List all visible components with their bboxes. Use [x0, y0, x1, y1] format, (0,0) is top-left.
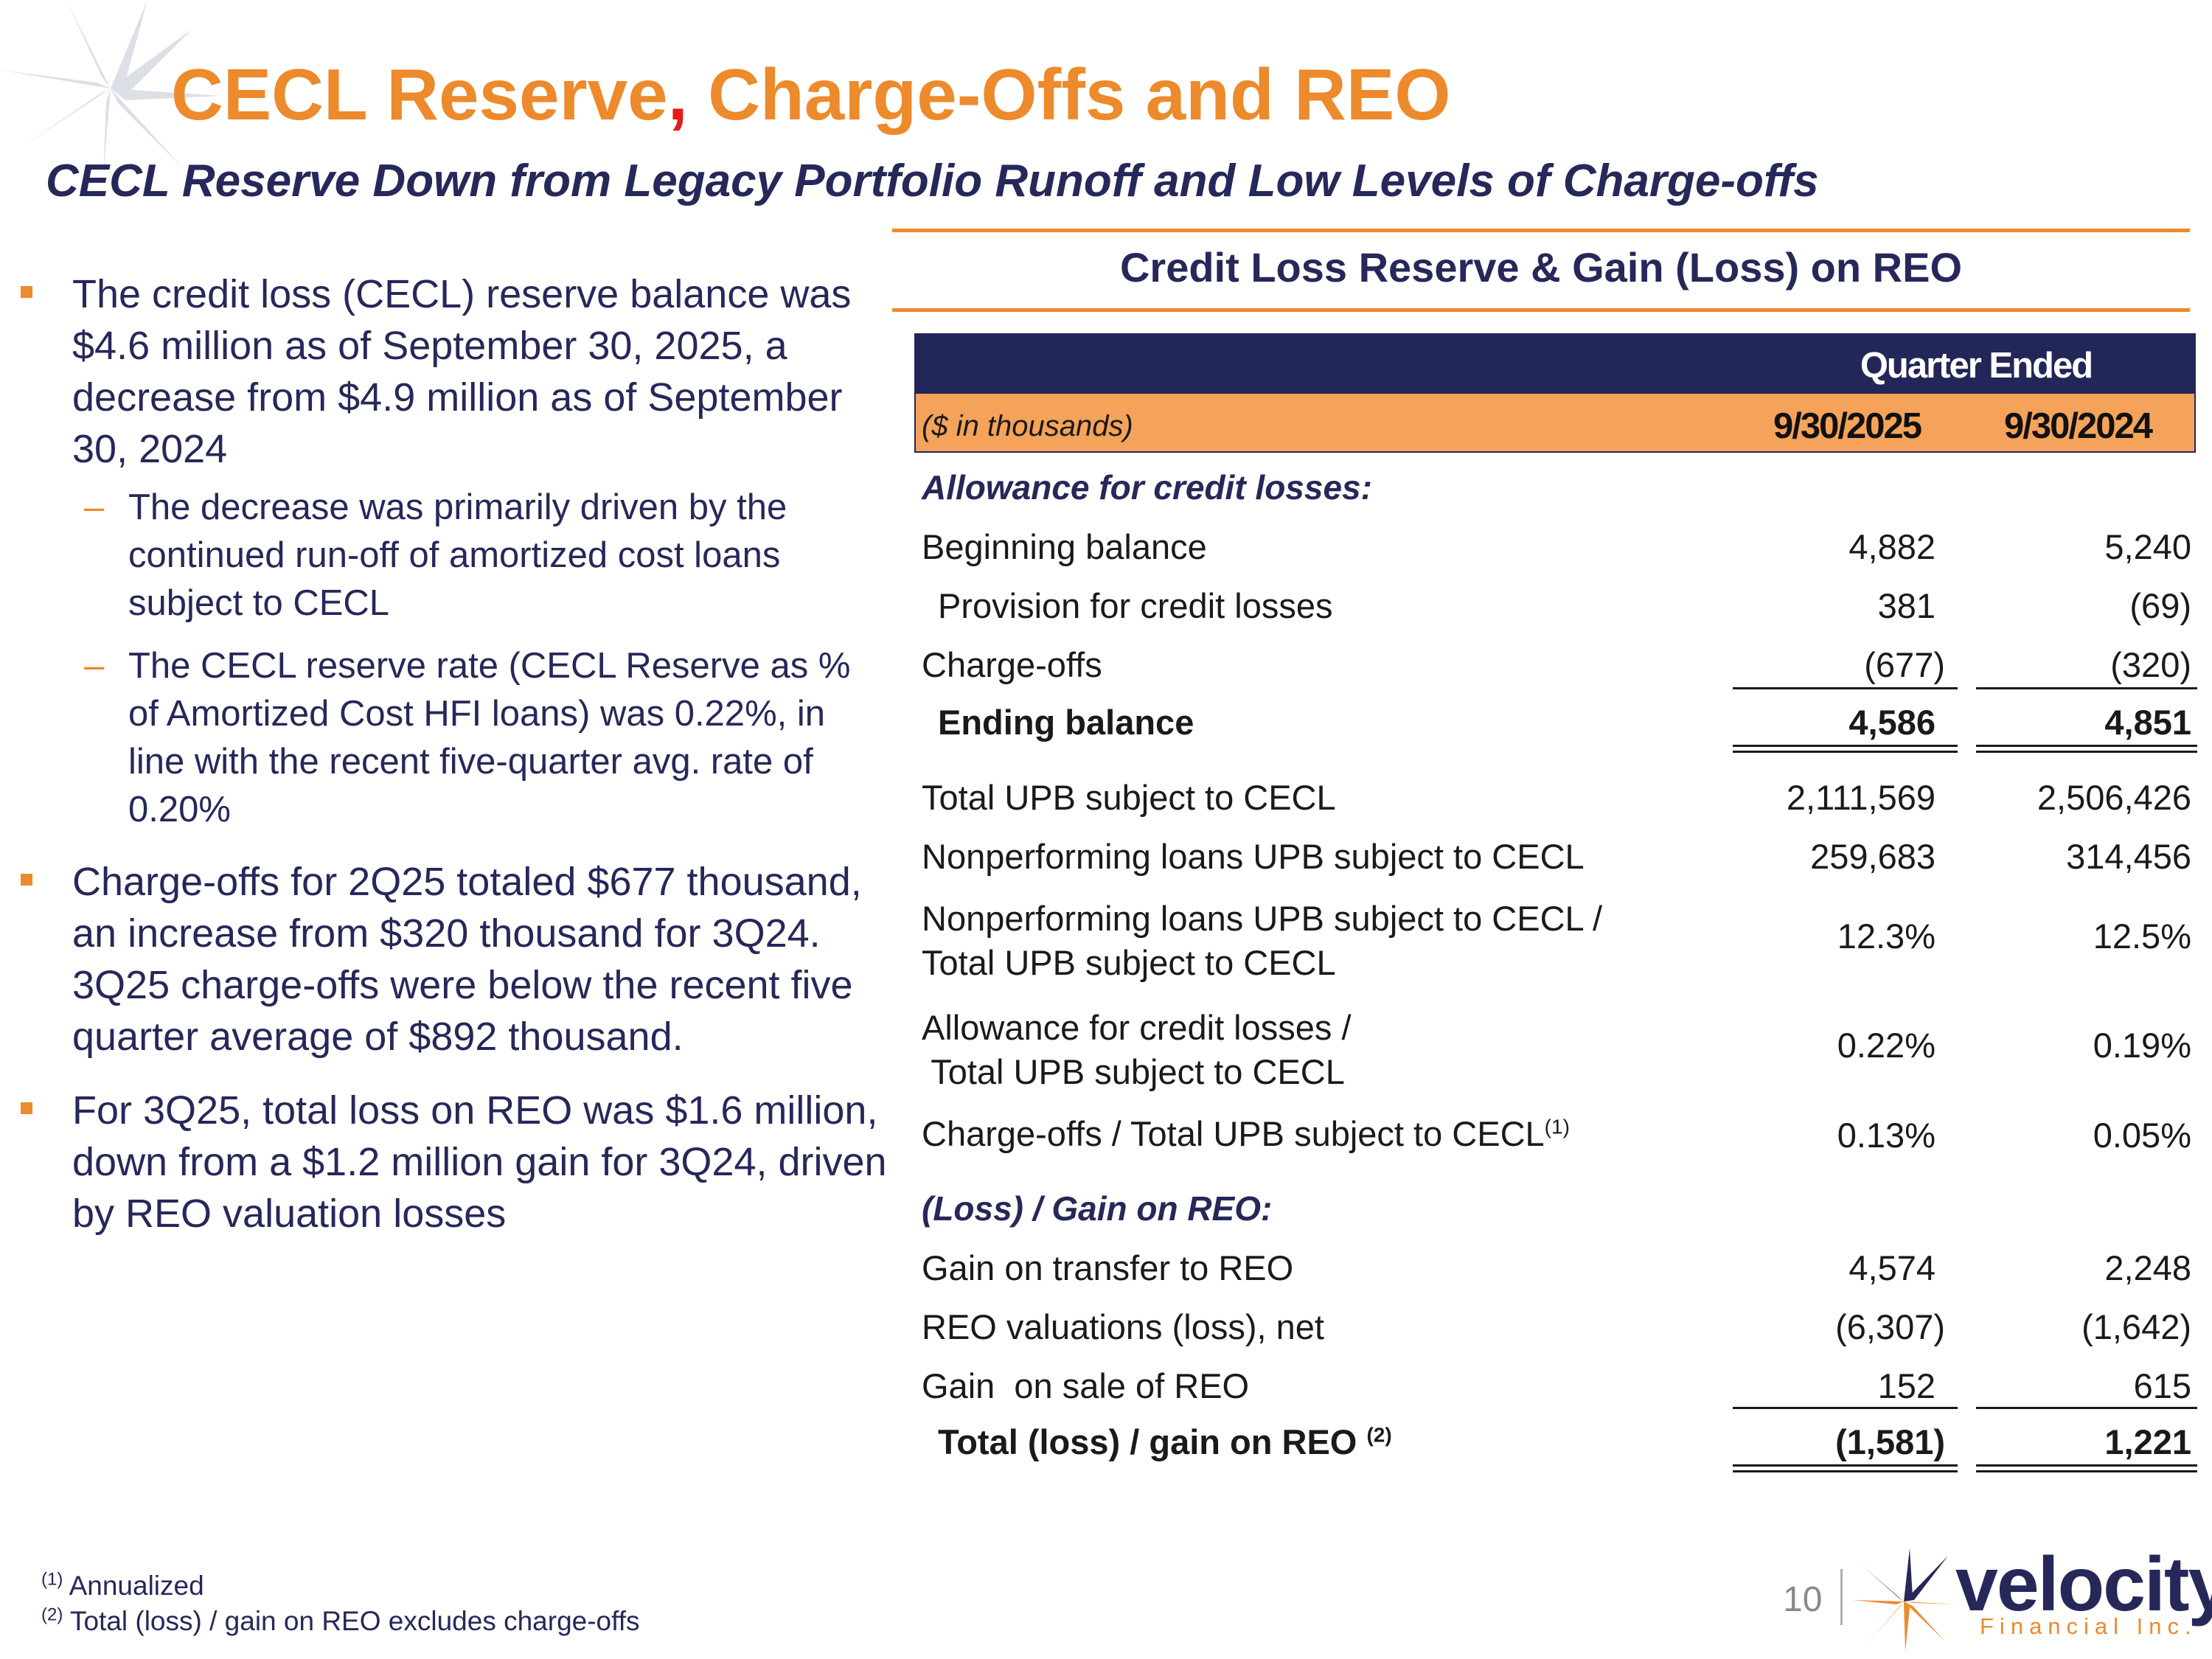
bullet-text: The credit loss (CECL) reserve balance w…	[72, 272, 852, 471]
value-npl-upb-2025: 259,683	[1810, 837, 1935, 876]
bullet-text: For 3Q25, total loss on REO was $1.6 mil…	[72, 1088, 887, 1236]
value-allowance-ratio-2024: 0.19%	[2093, 1026, 2191, 1065]
units-label: ($ in thousands)	[922, 410, 1133, 442]
value-total-upb-2024: 2,506,426	[2037, 778, 2191, 817]
value-npl-ratio-2024: 12.5%	[2093, 917, 2191, 956]
total-double-rule	[1733, 1470, 1958, 1472]
column-header-2024: 9/30/2024	[2004, 406, 2153, 446]
total-double-rule	[1733, 751, 1958, 753]
section-heading-reo: (Loss) / Gain on REO:	[922, 1189, 1273, 1228]
table-title: Credit Loss Reserve & Gain (Loss) on REO	[1119, 244, 1963, 291]
bullet-item: Charge-offs for 2Q25 totaled $677 thousa…	[18, 856, 888, 1062]
row-label-allowance-ratio: Allowance for credit losses / Total UPB …	[922, 1008, 1352, 1091]
row-label-provision: Provision for credit losses	[938, 586, 1333, 625]
total-double-rule	[1976, 745, 2197, 747]
subtotal-rule	[1733, 1407, 1958, 1409]
sub-bullet-text: The CECL reserve rate (CECL Reserve as %…	[128, 646, 851, 830]
velocity-star-logo-icon	[1852, 1548, 1955, 1652]
value-total-upb-2025: 2,111,569	[1786, 778, 1935, 817]
row-label-total-reo: Total (loss) / gain on REO (2)	[938, 1422, 1392, 1461]
sub-bullet-item: – The CECL reserve rate (CECL Reserve as…	[18, 642, 888, 834]
value-reo-valuations-2024: (1,642)	[2081, 1307, 2191, 1346]
row-label-beginning: Beginning balance	[922, 527, 1207, 566]
star-decoration-icon	[0, 0, 221, 177]
total-double-rule	[1976, 751, 2197, 753]
bullet-marker-icon	[21, 1102, 32, 1114]
row-label-reo-valuations: REO valuations (loss), net	[922, 1307, 1324, 1346]
velocity-logo-wordmark: velocity	[1955, 1542, 2212, 1627]
footnote-2: (2) Total (loss) / gain on REO excludes …	[41, 1604, 640, 1636]
subtotal-rule	[1976, 687, 2197, 689]
total-double-rule	[1976, 1464, 2197, 1467]
bullet-list: The credit loss (CECL) reserve balance w…	[18, 268, 888, 1239]
value-chargeoff-ratio-2024: 0.05%	[2093, 1116, 2191, 1155]
subtotal-rule	[1733, 687, 1958, 689]
value-provision-2025: 381	[1877, 586, 1935, 625]
value-gain-transfer-2025: 4,574	[1848, 1248, 1935, 1287]
value-beginning-2024: 5,240	[2104, 527, 2191, 566]
value-total-reo-2025: (1,581)	[1835, 1422, 1945, 1461]
bullet-item: For 3Q25, total loss on REO was $1.6 mil…	[18, 1085, 888, 1239]
total-double-rule	[1733, 1464, 1958, 1467]
table-header-navy	[914, 333, 2196, 394]
total-double-rule	[1976, 1470, 2197, 1472]
panel-bottom-rule	[892, 308, 2190, 312]
value-gain-sale-2025: 152	[1877, 1366, 1935, 1405]
sub-bullet-text: The decrease was primarily driven by the…	[128, 487, 787, 623]
value-chargeoffs-2024: (320)	[2110, 645, 2191, 684]
total-double-rule	[1733, 745, 1958, 747]
value-npl-upb-2024: 314,456	[2066, 837, 2191, 876]
page-title: CECL Reserve, Charge-Offs and REO	[171, 54, 1451, 135]
table-header-orange	[914, 394, 2196, 453]
panel-top-rule	[892, 229, 2190, 232]
quarter-ended-header: Quarter Ended	[1860, 346, 2093, 386]
velocity-logo-subtitle: Financial Inc.	[1980, 1613, 2197, 1639]
footnote-1: (1) Annualized	[41, 1569, 204, 1601]
value-npl-ratio-2025: 12.3%	[1837, 917, 1935, 956]
row-label-gain-sale: Gain on sale of REO	[922, 1366, 1250, 1405]
value-gain-sale-2024: 615	[2133, 1366, 2191, 1405]
bullet-text: Charge-offs for 2Q25 totaled $677 thousa…	[72, 860, 862, 1059]
value-total-reo-2024: 1,221	[2104, 1422, 2191, 1461]
page-separator	[1840, 1569, 1843, 1625]
value-reo-valuations-2025: (6,307)	[1835, 1307, 1945, 1346]
column-header-2025: 9/30/2025	[1773, 406, 1922, 446]
row-label-npl-ratio: Nonperforming loans UPB subject to CECL …	[922, 899, 1603, 982]
bullet-marker-icon	[21, 874, 32, 886]
page-subtitle: CECL Reserve Down from Legacy Portfolio …	[46, 156, 1819, 206]
section-heading-allowance: Allowance for credit losses:	[922, 468, 1372, 507]
page-number: 10	[1783, 1580, 1823, 1619]
value-beginning-2025: 4,882	[1848, 527, 1935, 566]
row-label-npl-upb: Nonperforming loans UPB subject to CECL	[922, 837, 1585, 876]
row-label-ending: Ending balance	[938, 703, 1194, 742]
subtotal-rule	[1976, 1407, 2197, 1409]
row-label-chargeoffs: Charge-offs	[922, 645, 1102, 684]
row-label-chargeoff-ratio: Charge-offs / Total UPB subject to CECL(…	[922, 1114, 1570, 1153]
value-allowance-ratio-2025: 0.22%	[1837, 1026, 1935, 1065]
dash-marker: –	[84, 646, 105, 686]
row-label-gain-transfer: Gain on transfer to REO	[922, 1248, 1294, 1287]
value-gain-transfer-2024: 2,248	[2104, 1248, 2191, 1287]
row-label-total-upb: Total UPB subject to CECL	[922, 778, 1336, 817]
value-ending-2025: 4,586	[1848, 703, 1935, 742]
bullet-item: The credit loss (CECL) reserve balance w…	[18, 268, 888, 475]
dash-marker: –	[84, 487, 105, 527]
value-chargeoffs-2025: (677)	[1864, 645, 1945, 684]
value-ending-2024: 4,851	[2104, 703, 2191, 742]
bullet-marker-icon	[21, 286, 32, 298]
value-provision-2024: (69)	[2129, 586, 2191, 625]
sub-bullet-item: – The decrease was primarily driven by t…	[18, 484, 888, 627]
value-chargeoff-ratio-2025: 0.13%	[1837, 1116, 1935, 1155]
